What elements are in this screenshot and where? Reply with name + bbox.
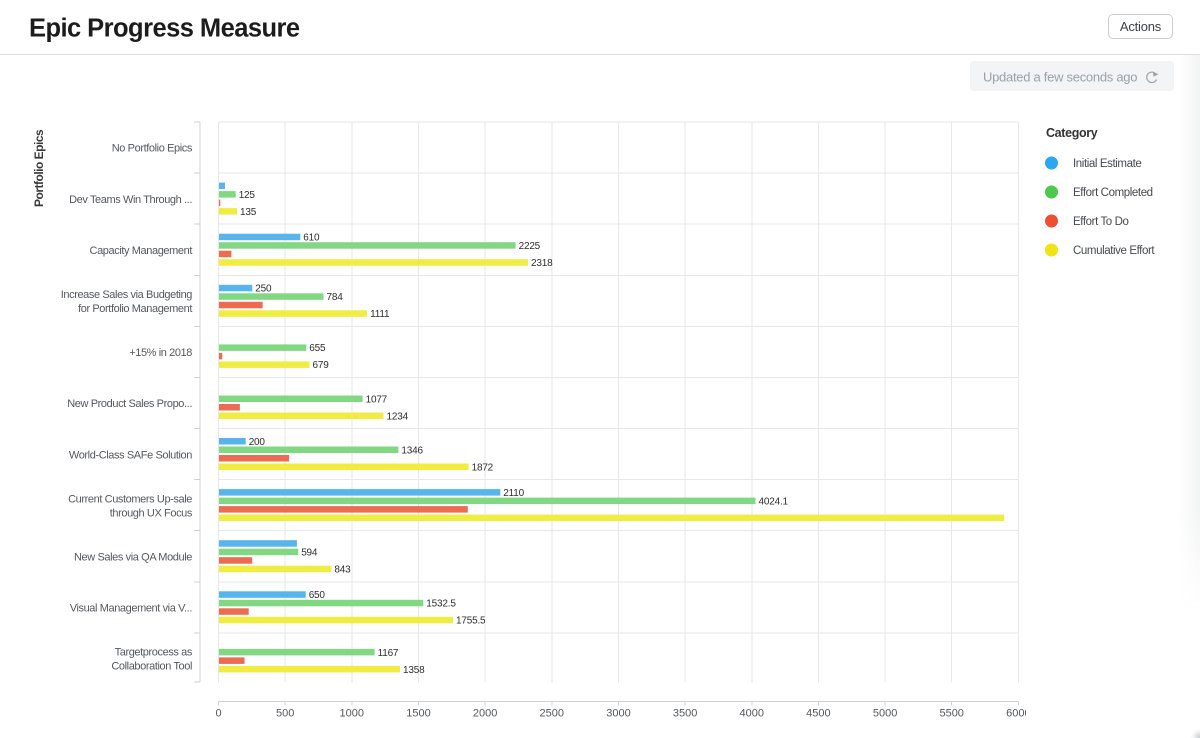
svg-text:Updated a few seconds ago: Updated a few seconds ago <box>983 70 1137 85</box>
svg-text:1077: 1077 <box>366 394 388 405</box>
svg-text:0: 0 <box>215 708 221 720</box>
svg-text:World-Class SAFe Solution: World-Class SAFe Solution <box>69 449 192 461</box>
svg-text:Category: Category <box>1046 126 1098 140</box>
svg-text:1755.5: 1755.5 <box>456 616 486 627</box>
svg-text:2500: 2500 <box>540 708 564 720</box>
svg-text:4024.1: 4024.1 <box>759 497 789 508</box>
svg-text:Actions: Actions <box>1120 19 1162 34</box>
svg-text:Targetprocess as: Targetprocess as <box>115 647 193 659</box>
svg-text:Cumulative Effort: Cumulative Effort <box>1073 245 1155 257</box>
svg-text:2318: 2318 <box>531 258 553 269</box>
svg-text:Capacity Management: Capacity Management <box>90 245 193 257</box>
svg-text:2225: 2225 <box>519 241 541 252</box>
svg-text:1358: 1358 <box>403 665 425 676</box>
svg-text:655: 655 <box>309 343 326 354</box>
svg-text:through UX Focus: through UX Focus <box>110 507 193 519</box>
svg-text:679: 679 <box>313 360 330 371</box>
svg-text:3500: 3500 <box>673 708 697 720</box>
svg-text:1872: 1872 <box>472 462 494 473</box>
svg-text:New Sales via QA Module: New Sales via QA Module <box>74 552 192 564</box>
svg-text:Epic Progress Measure: Epic Progress Measure <box>29 15 300 43</box>
svg-text:Portfolio Epics: Portfolio Epics <box>32 129 46 207</box>
svg-text:843: 843 <box>334 565 351 576</box>
svg-text:1532.5: 1532.5 <box>426 599 456 610</box>
svg-text:5500: 5500 <box>939 708 963 720</box>
svg-text:Initial Estimate: Initial Estimate <box>1073 158 1141 170</box>
svg-text:Collaboration Tool: Collaboration Tool <box>111 661 192 673</box>
svg-text:Dev Teams Win Through ...: Dev Teams Win Through ... <box>69 194 192 206</box>
svg-text:Current Customers Up-sale: Current Customers Up-sale <box>68 493 192 505</box>
svg-text:500: 500 <box>276 708 294 720</box>
svg-text:Increase Sales via Budgeting: Increase Sales via Budgeting <box>61 289 193 301</box>
svg-text:+15% in 2018: +15% in 2018 <box>129 347 192 359</box>
svg-text:594: 594 <box>301 548 318 559</box>
svg-text:250: 250 <box>255 284 272 295</box>
svg-text:125: 125 <box>239 190 256 201</box>
svg-text:200: 200 <box>249 437 266 448</box>
svg-text:1167: 1167 <box>378 648 399 659</box>
svg-text:5000: 5000 <box>873 708 897 720</box>
svg-text:1234: 1234 <box>387 411 409 422</box>
svg-text:2000: 2000 <box>473 708 497 720</box>
svg-text:Effort To Do: Effort To Do <box>1073 216 1129 228</box>
svg-text:1346: 1346 <box>401 445 423 456</box>
svg-text:650: 650 <box>309 590 326 601</box>
svg-text:4500: 4500 <box>806 708 830 720</box>
svg-text:6000: 6000 <box>1006 708 1030 720</box>
svg-text:No Portfolio Epics: No Portfolio Epics <box>112 143 193 155</box>
svg-text:610: 610 <box>303 233 320 244</box>
svg-text:1500: 1500 <box>406 708 430 720</box>
svg-text:for Portfolio Management: for Portfolio Management <box>78 303 192 315</box>
svg-text:1111: 1111 <box>370 309 390 320</box>
svg-text:135: 135 <box>240 207 257 218</box>
svg-text:784: 784 <box>327 292 344 303</box>
svg-text:Visual Management via V...: Visual Management via V... <box>70 603 193 615</box>
svg-text:Effort Completed: Effort Completed <box>1073 187 1153 199</box>
svg-text:4000: 4000 <box>740 708 764 720</box>
svg-text:1000: 1000 <box>340 708 364 720</box>
svg-text:2110: 2110 <box>503 488 524 499</box>
svg-text:New Product Sales Propo...: New Product Sales Propo... <box>67 398 192 410</box>
svg-text:3000: 3000 <box>606 708 630 720</box>
